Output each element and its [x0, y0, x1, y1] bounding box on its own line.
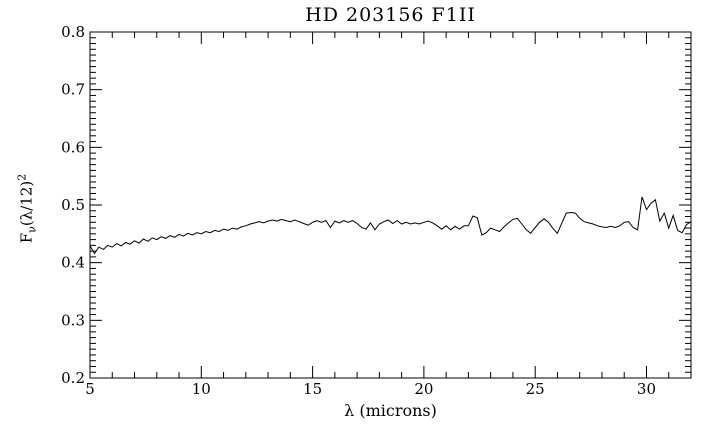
x-tick-label: 20 — [414, 380, 433, 398]
x-tick-label: 30 — [637, 380, 656, 398]
x-tick-label: 5 — [85, 380, 95, 398]
x-axis-label: λ (microns) — [344, 401, 437, 420]
chart-title: HD 203156 F1II — [305, 4, 476, 26]
y-tick-label: 0.2 — [61, 369, 85, 387]
spectrum-line — [89, 196, 692, 255]
y-axis-label-middle: (λ/12) — [17, 180, 36, 227]
x-tick-label: 15 — [303, 380, 322, 398]
x-tick-label: 25 — [526, 380, 545, 398]
y-tick-label: 0.8 — [61, 23, 85, 41]
y-axis-label-superscript: 2 — [15, 173, 29, 181]
y-axis-label: Fν(λ/12)2 — [16, 139, 39, 279]
y-tick-label: 0.5 — [61, 196, 85, 214]
y-tick-label: 0.3 — [61, 311, 85, 329]
y-tick-label: 0.7 — [61, 81, 85, 99]
y-axis-label-base: F — [17, 232, 36, 244]
y-tick-label: 0.4 — [61, 254, 85, 272]
x-tick-label: 10 — [192, 380, 211, 398]
y-axis-label-subscript: ν — [25, 226, 39, 233]
y-tick-label: 0.6 — [61, 138, 85, 156]
plot-frame — [89, 31, 692, 379]
